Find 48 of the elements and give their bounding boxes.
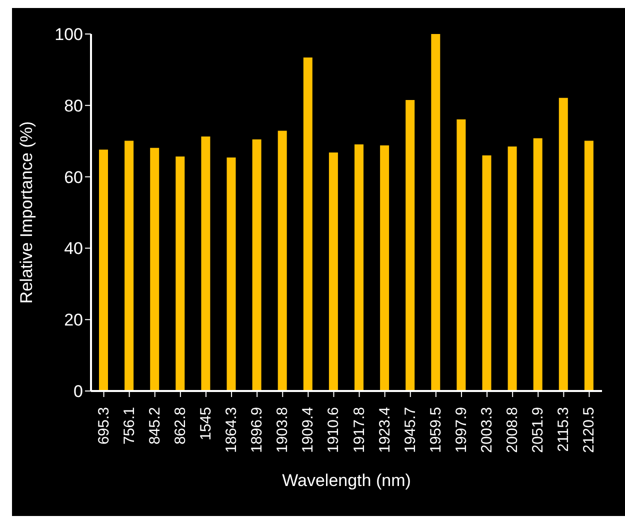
bar [533, 138, 542, 391]
x-tick-label: 2115.3 [555, 407, 572, 452]
bar [482, 155, 492, 391]
bar [406, 100, 415, 391]
x-tick-label: 1545 [197, 407, 214, 440]
bar [456, 119, 466, 391]
bar [124, 140, 134, 391]
x-tick-label: 2008.8 [504, 407, 522, 453]
bar [150, 148, 160, 391]
y-axis-title: Relative Importance (%) [17, 121, 36, 304]
bar [176, 156, 185, 391]
x-tick-label: 1910.6 [325, 407, 342, 453]
bar [508, 146, 517, 391]
x-tick-label: 1923.4 [376, 407, 394, 453]
y-tick-label: 20 [64, 310, 83, 330]
bar [558, 98, 568, 391]
y-tick-label: 40 [64, 239, 83, 258]
x-tick-label: 1909.4 [300, 407, 317, 453]
bar [328, 152, 338, 391]
x-tick-label: 2120.5 [580, 407, 598, 453]
bar [584, 140, 594, 391]
x-tick-label: 1959.5 [427, 407, 444, 453]
x-tick-label: 1903.8 [274, 407, 292, 453]
x-tick-label: 1896.9 [248, 407, 266, 453]
x-tick-label: 695.3 [95, 407, 112, 445]
x-tick-label: 1945.7 [402, 407, 419, 453]
x-axis-title: Wavelength (nm) [282, 471, 411, 490]
bar [252, 139, 262, 391]
x-tick-label: 2003.3 [478, 407, 496, 453]
bar [201, 136, 210, 391]
bar [99, 150, 108, 391]
x-tick-label: 1997.9 [452, 407, 470, 453]
bar [303, 58, 312, 391]
bar [278, 130, 287, 391]
y-tick-label: 60 [64, 168, 83, 187]
bar [380, 145, 390, 391]
x-tick-label: 862.8 [172, 407, 189, 445]
y-tick-label: 100 [54, 25, 83, 44]
y-tick-label: 0 [74, 382, 83, 402]
y-tick-label: 80 [64, 96, 83, 116]
bar [354, 144, 364, 391]
x-tick-label: 2051.9 [530, 407, 547, 453]
x-tick-label: 756.1 [120, 407, 138, 445]
x-tick-label: 845.2 [146, 407, 164, 445]
x-tick-label: 1917.8 [350, 407, 368, 453]
bar [431, 34, 440, 391]
bar [226, 158, 236, 391]
x-tick-label: 1864.3 [223, 407, 240, 453]
